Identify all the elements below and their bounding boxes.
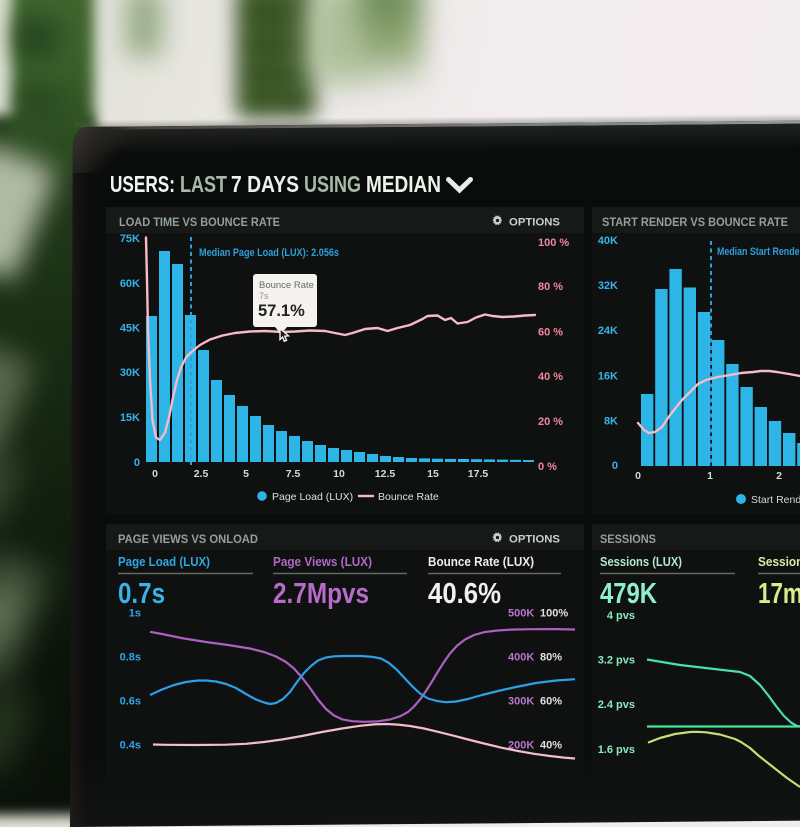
svg-text:Start Render (LUX): Start Render (LUX)	[751, 494, 800, 506]
svg-text:16K: 16K	[598, 371, 618, 383]
svg-text:7.5: 7.5	[286, 468, 301, 480]
svg-text:20 %: 20 %	[538, 416, 563, 428]
svg-text:Page Views (LUX): Page Views (LUX)	[273, 554, 372, 569]
svg-text:4 pvs: 4 pvs	[607, 610, 635, 622]
svg-text:40 %: 40 %	[538, 371, 563, 383]
svg-text:80%: 80%	[540, 652, 562, 664]
svg-text:2.4 pvs: 2.4 pvs	[598, 699, 635, 711]
svg-text:LAST: LAST	[180, 171, 227, 197]
svg-text:17.5: 17.5	[468, 468, 489, 480]
svg-text:USING: USING	[304, 171, 361, 197]
svg-text:Page Load (LUX): Page Load (LUX)	[272, 491, 353, 503]
svg-text:Bounce Rate: Bounce Rate	[259, 280, 314, 291]
svg-text:2: 2	[776, 470, 782, 482]
svg-text:7 DAYS: 7 DAYS	[231, 171, 299, 197]
svg-text:75K: 75K	[120, 233, 140, 245]
svg-text:OPTIONS: OPTIONS	[509, 217, 560, 229]
svg-text:2.7Mpvs: 2.7Mpvs	[273, 578, 369, 610]
svg-text:0.6s: 0.6s	[120, 696, 141, 708]
svg-text:57.1%: 57.1%	[258, 302, 305, 320]
svg-text:300K: 300K	[508, 696, 534, 708]
svg-text:30K: 30K	[120, 367, 140, 379]
svg-text:1: 1	[707, 470, 713, 482]
svg-text:24K: 24K	[598, 325, 618, 337]
svg-text:1.6 pvs: 1.6 pvs	[598, 744, 635, 756]
svg-text:Sessions (LUX): Sessions (LUX)	[600, 554, 682, 569]
svg-text:MEDIAN: MEDIAN	[366, 171, 441, 197]
svg-text:START RENDER VS BOUNCE RATE: START RENDER VS BOUNCE RATE	[602, 217, 788, 229]
svg-text:5: 5	[243, 468, 249, 480]
svg-text:Bounce Rate (LUX): Bounce Rate (LUX)	[428, 554, 534, 569]
svg-text:Median Page Load (LUX): 2.056s: Median Page Load (LUX): 2.056s	[199, 247, 339, 259]
svg-text:200K: 200K	[508, 740, 534, 752]
svg-text:15K: 15K	[120, 412, 140, 424]
svg-text:45K: 45K	[120, 323, 140, 335]
svg-text:3.2 pvs: 3.2 pvs	[598, 655, 635, 667]
svg-text:Median Start Render (LUX): Median Start Render (LUX)	[717, 246, 800, 258]
svg-text:0.7s: 0.7s	[118, 578, 165, 610]
svg-text:0: 0	[612, 460, 618, 472]
svg-text:60%: 60%	[540, 696, 562, 708]
svg-text:2.5: 2.5	[194, 468, 209, 480]
svg-text:0: 0	[134, 457, 140, 469]
svg-text:17m 4s: 17m 4s	[758, 578, 800, 610]
svg-text:12.5: 12.5	[375, 468, 396, 480]
svg-text:500K: 500K	[508, 608, 534, 620]
svg-text:1s: 1s	[129, 608, 141, 620]
svg-text:80 %: 80 %	[538, 281, 563, 293]
svg-text:10: 10	[333, 468, 345, 480]
svg-text:0: 0	[152, 468, 158, 480]
svg-text:60 %: 60 %	[538, 327, 563, 339]
svg-text:8K: 8K	[604, 416, 618, 428]
svg-text:0: 0	[635, 470, 641, 482]
svg-text:100%: 100%	[540, 608, 568, 620]
svg-text:15: 15	[427, 468, 439, 480]
svg-text:40K: 40K	[598, 235, 618, 247]
svg-text:Page Load (LUX): Page Load (LUX)	[118, 554, 210, 569]
svg-text:PAGE VIEWS VS ONLOAD: PAGE VIEWS VS ONLOAD	[118, 534, 258, 546]
svg-text:LOAD TIME VS BOUNCE RATE: LOAD TIME VS BOUNCE RATE	[119, 217, 280, 229]
svg-text:7s: 7s	[259, 291, 269, 301]
svg-text:0.8s: 0.8s	[120, 652, 141, 664]
svg-text:USERS:: USERS:	[110, 171, 175, 197]
svg-text:100 %: 100 %	[538, 237, 569, 249]
svg-text:Bounce Rate: Bounce Rate	[378, 491, 439, 503]
svg-text:60K: 60K	[120, 278, 140, 290]
svg-text:SESSIONS: SESSIONS	[600, 534, 656, 546]
svg-text:479K: 479K	[600, 578, 657, 610]
svg-text:400K: 400K	[508, 652, 534, 664]
svg-text:32K: 32K	[598, 280, 618, 292]
svg-text:0.4s: 0.4s	[120, 740, 141, 752]
svg-text:Session Length: Session Length	[758, 554, 800, 569]
svg-text:40%: 40%	[540, 740, 562, 752]
svg-text:40.6%: 40.6%	[428, 578, 501, 610]
svg-text:0 %: 0 %	[538, 461, 557, 473]
svg-text:OPTIONS: OPTIONS	[509, 534, 560, 546]
